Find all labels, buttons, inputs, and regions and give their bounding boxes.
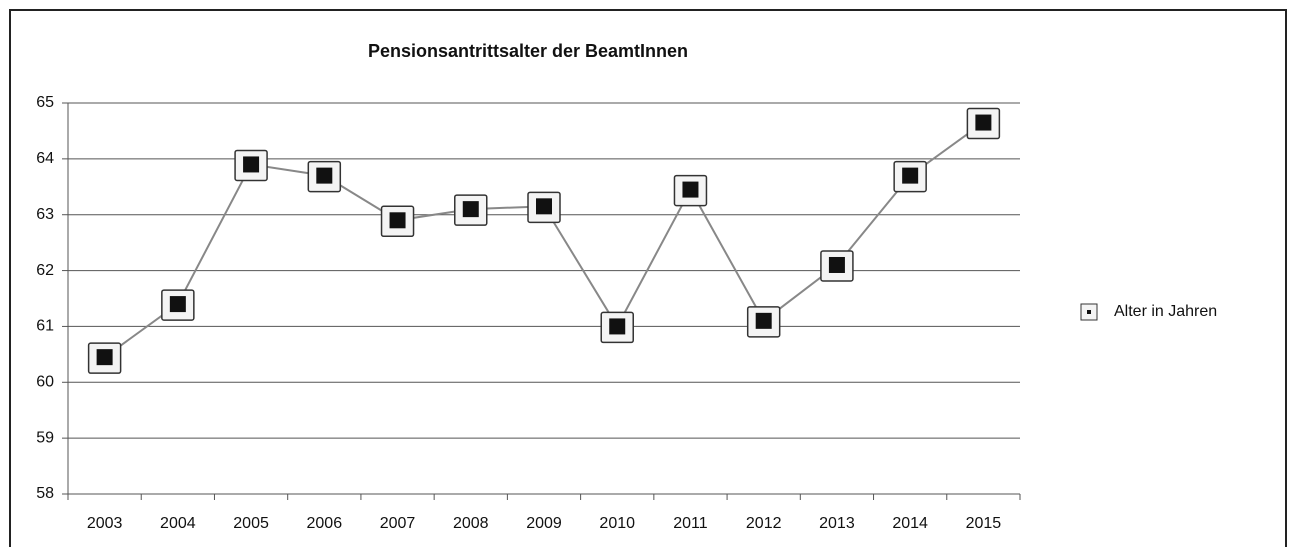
marker [462, 201, 479, 218]
x-tick-label: 2012 [746, 515, 782, 532]
chart-frame [9, 9, 1287, 547]
y-tick-label: 58 [36, 485, 54, 502]
x-tick-label: 2010 [599, 515, 635, 532]
y-tick-label: 62 [36, 262, 54, 279]
legend-label: Alter in Jahren [1114, 303, 1217, 320]
y-tick-label: 61 [36, 318, 54, 335]
marker [975, 114, 992, 131]
x-tick-label: 2004 [160, 515, 196, 532]
marker [755, 312, 772, 329]
x-tick-label: 2008 [453, 515, 489, 532]
y-tick-label: 59 [36, 429, 54, 446]
x-tick-label: 2011 [673, 515, 708, 532]
chart-title: Pensionsantrittsalter der BeamtInnen [368, 41, 688, 61]
y-tick-label: 60 [36, 374, 54, 391]
marker [389, 212, 406, 229]
x-tick-label: 2003 [87, 515, 123, 532]
marker [96, 349, 113, 366]
marker [609, 318, 626, 335]
x-tick-label: 2005 [233, 515, 269, 532]
marker [682, 181, 699, 198]
x-tick-label: 2009 [526, 515, 562, 532]
legend-swatch-inner [1087, 310, 1091, 314]
marker [316, 167, 333, 184]
x-tick-label: 2015 [966, 515, 1002, 532]
marker [536, 198, 552, 215]
x-tick-label: 2013 [819, 515, 855, 532]
marker [243, 156, 260, 173]
y-tick-label: 63 [36, 206, 54, 223]
x-tick-label: 2006 [307, 515, 343, 532]
x-tick-label: 2007 [380, 515, 416, 532]
x-tick-label: 2014 [892, 515, 928, 532]
y-tick-label: 65 [36, 94, 54, 111]
marker [828, 256, 845, 273]
y-tick-label: 64 [36, 150, 54, 167]
marker [169, 296, 186, 313]
marker [902, 167, 919, 184]
